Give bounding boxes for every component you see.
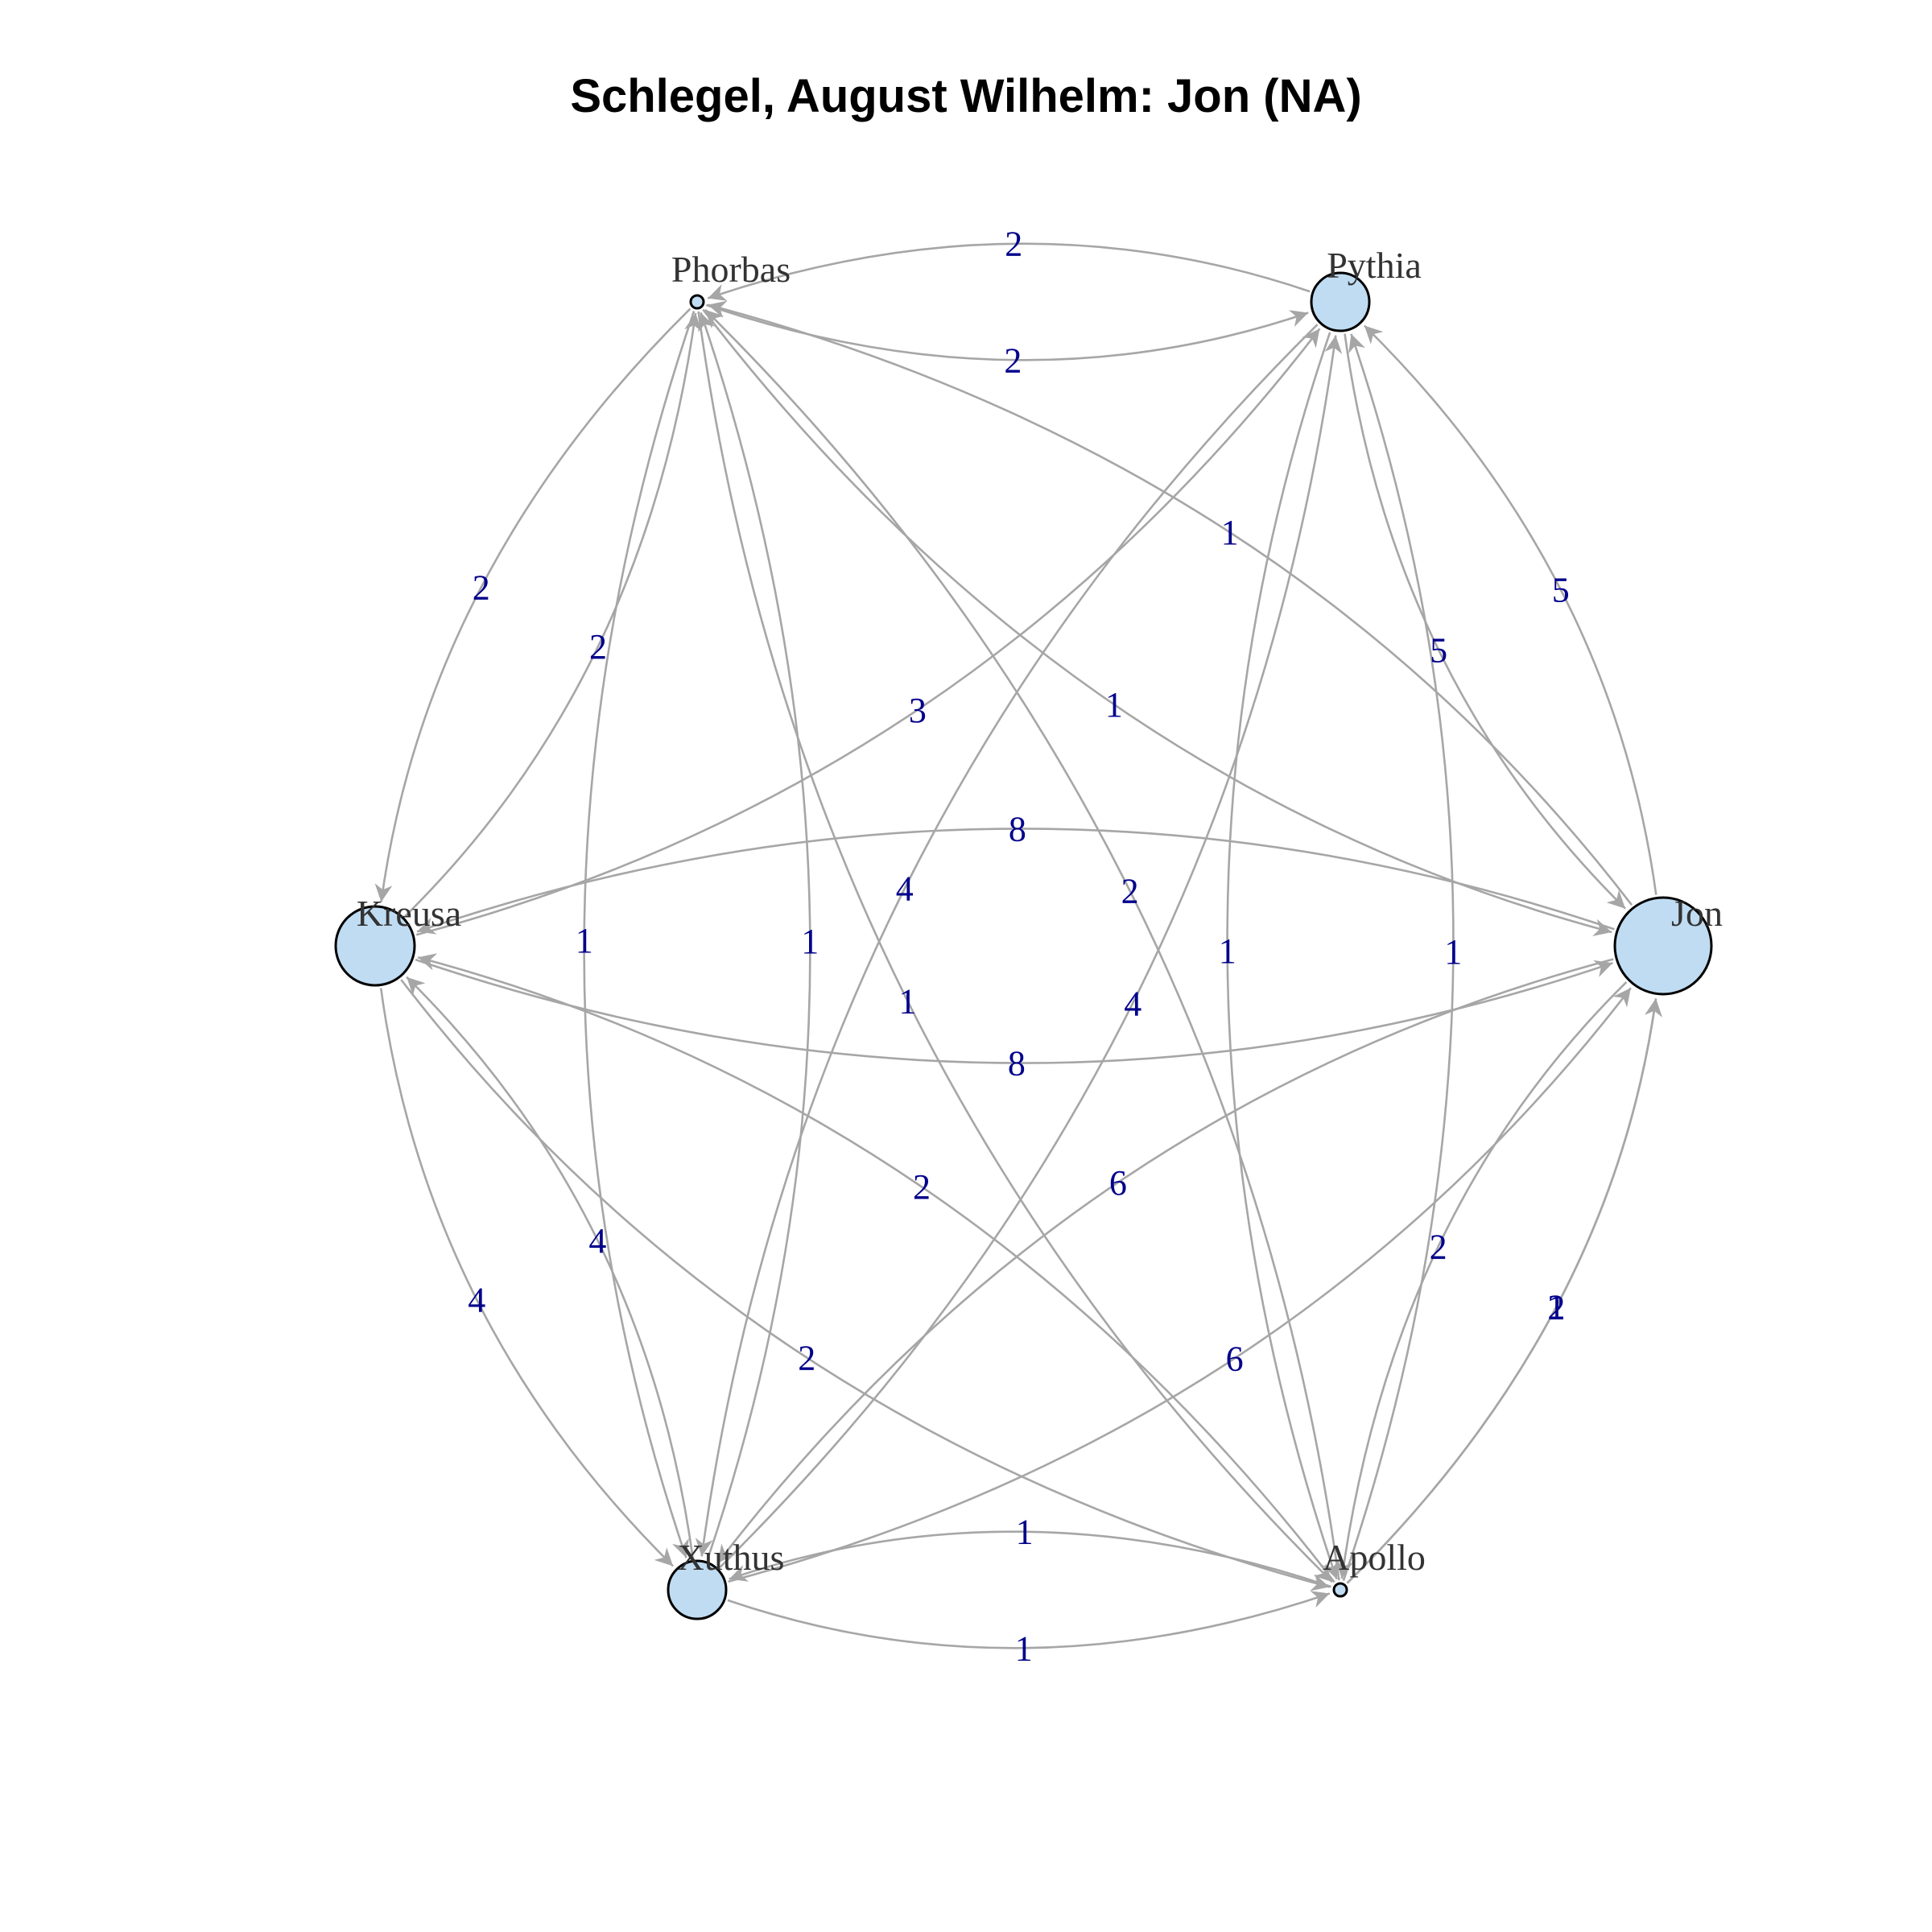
edge-apollo-to-jon xyxy=(1346,998,1662,1584)
edge-jon-to-pythia xyxy=(1363,324,1657,895)
edge-phorbas-to-pythia xyxy=(705,303,1309,361)
edge-label-apollo-to-jon: 2 xyxy=(1547,1287,1565,1327)
edge-phorbas-to-xuthus xyxy=(583,310,696,1558)
edge-xuthus-to-apollo xyxy=(727,1591,1331,1649)
edge-label-pythia-to-xuthus: 4 xyxy=(896,869,914,909)
edge-label-jon-to-apollo: 2 xyxy=(1430,1228,1447,1267)
chart-title: Schlegel, August Wilhelm: Jon (NA) xyxy=(570,70,1362,122)
edge-jon-to-apollo xyxy=(1335,980,1628,1579)
nodes-layer xyxy=(334,271,1713,1620)
edge-label-apollo-to-kreusa: 2 xyxy=(913,1167,931,1207)
edge-kreusa-to-xuthus xyxy=(379,988,675,1567)
edge-xuthus-to-pythia xyxy=(719,335,1343,1568)
edge-label-apollo-to-pythia: 1 xyxy=(1444,932,1462,972)
edge-jon-to-kreusa xyxy=(416,828,1615,935)
edge-phorbas-to-apollo xyxy=(697,311,1333,1583)
edge-kreusa-to-phorbas xyxy=(404,312,703,917)
node-label-phorbas: Phorbas xyxy=(671,249,791,290)
edge-pythia-to-phorbas xyxy=(707,242,1311,301)
edge-kreusa-to-jon xyxy=(415,958,1613,1064)
edge-apollo-to-kreusa xyxy=(417,953,1335,1583)
edge-pythia-to-jon xyxy=(1344,333,1626,910)
edge-apollo-to-pythia xyxy=(1342,333,1455,1582)
node-label-apollo: Apollo xyxy=(1323,1537,1426,1578)
edge-jon-to-xuthus xyxy=(716,958,1614,1564)
edge-label-jon-to-xuthus: 6 xyxy=(1109,1163,1127,1203)
node-label-xuthus: Xuthus xyxy=(678,1537,785,1578)
edge-label-xuthus-to-kreusa: 4 xyxy=(588,1221,606,1261)
edge-pythia-to-apollo xyxy=(1226,332,1340,1580)
edge-label-phorbas-to-apollo: 1 xyxy=(898,981,916,1021)
edge-label-phorbas-to-xuthus: 1 xyxy=(576,921,593,960)
edge-apollo-to-xuthus xyxy=(729,1530,1332,1588)
node-pythia xyxy=(1310,271,1371,332)
edge-label-pythia-to-apollo: 1 xyxy=(1219,931,1236,971)
node-jon xyxy=(1613,896,1713,996)
edge-label-apollo-to-phorbas: 2 xyxy=(1121,872,1139,911)
edge-label-kreusa-to-xuthus: 4 xyxy=(468,1281,485,1320)
edge-label-phorbas-to-kreusa: 2 xyxy=(473,568,490,608)
edge-phorbas-to-kreusa xyxy=(374,308,691,902)
edge-label-jon-to-phorbas: 1 xyxy=(1221,513,1239,552)
node-labels-layer: Phorbas Pythia Kreusa Jon Xuthus Apollo xyxy=(357,245,1723,1578)
edge-label-kreusa-to-pythia: 3 xyxy=(909,691,927,730)
edge-label-xuthus-to-apollo: 1 xyxy=(1015,1629,1033,1668)
edge-label-jon-to-pythia: 5 xyxy=(1552,570,1570,609)
edge-kreusa-to-apollo xyxy=(400,979,1330,1591)
edge-xuthus-to-kreusa xyxy=(406,976,694,1558)
edge-xuthus-to-phorbas xyxy=(698,312,811,1560)
edge-label-xuthus-to-jon: 6 xyxy=(1226,1340,1244,1379)
edge-apollo-to-phorbas xyxy=(704,308,1340,1581)
edge-jon-to-phorbas xyxy=(708,300,1633,906)
edge-label-phorbas-to-jon: 1 xyxy=(1105,685,1123,724)
edge-kreusa-to-pythia xyxy=(415,328,1321,936)
node-label-kreusa: Kreusa xyxy=(357,893,461,934)
edge-label-pythia-to-jon: 5 xyxy=(1430,630,1447,670)
edge-apollo-to-jon xyxy=(1346,998,1662,1584)
node-kreusa xyxy=(334,905,416,987)
node-apollo xyxy=(1332,1582,1348,1598)
node-label-jon: Jon xyxy=(1671,893,1723,934)
edge-xuthus-to-jon xyxy=(728,987,1632,1583)
edge-label-kreusa-to-jon: 8 xyxy=(1008,1044,1026,1084)
node-phorbas xyxy=(689,294,705,310)
edge-label-phorbas-to-pythia: 2 xyxy=(1004,341,1022,380)
edge-pythia-to-xuthus xyxy=(695,324,1319,1557)
edge-label-kreusa-to-apollo: 2 xyxy=(798,1339,815,1378)
edge-label-apollo-to-jon: 1 xyxy=(1547,1287,1565,1327)
edge-label-xuthus-to-pythia: 4 xyxy=(1124,984,1141,1023)
edge-label-kreusa-to-phorbas: 2 xyxy=(589,627,607,667)
edge-label-apollo-to-xuthus: 1 xyxy=(1016,1513,1034,1552)
edge-label-jon-to-kreusa: 8 xyxy=(1009,809,1026,848)
edge-label-xuthus-to-phorbas: 1 xyxy=(801,922,819,961)
node-xuthus xyxy=(667,1559,728,1620)
node-label-pythia: Pythia xyxy=(1327,245,1422,286)
edges-layer xyxy=(374,242,1662,1649)
edge-label-pythia-to-phorbas: 2 xyxy=(1005,225,1022,264)
